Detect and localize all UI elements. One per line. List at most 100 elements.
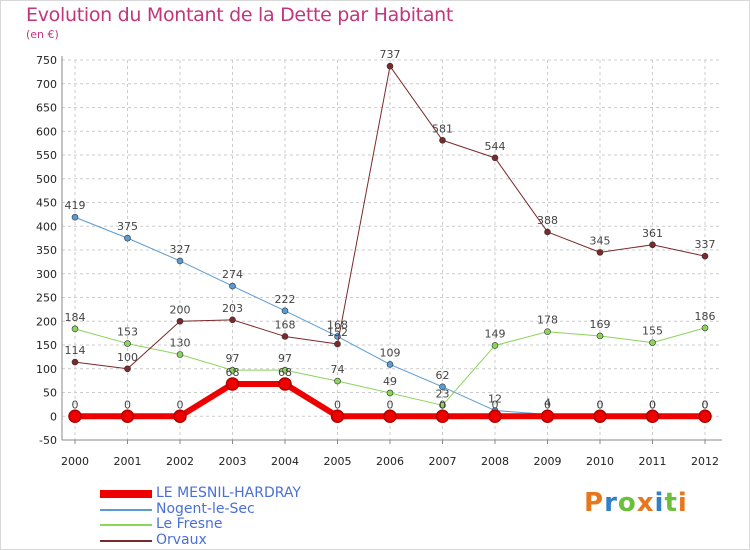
data-point bbox=[645, 409, 660, 423]
data-label: 130 bbox=[170, 337, 191, 350]
y-tick-label: 700 bbox=[36, 78, 57, 91]
data-point bbox=[281, 366, 289, 374]
y-tick-label: 100 bbox=[36, 363, 57, 376]
data-point bbox=[229, 366, 236, 374]
data-point bbox=[386, 389, 394, 397]
data-point bbox=[173, 409, 187, 423]
data-label: 49 bbox=[383, 375, 397, 388]
data-label: 168 bbox=[327, 318, 348, 331]
y-tick-label: 550 bbox=[36, 149, 57, 162]
data-point bbox=[383, 409, 397, 423]
y-tick-label: 250 bbox=[36, 292, 57, 305]
data-label: 0 bbox=[702, 398, 709, 411]
legend-label: Nogent-le-Sec bbox=[156, 500, 255, 517]
data-label: 0 bbox=[597, 398, 604, 411]
x-tick-label: 2007 bbox=[429, 455, 457, 468]
data-label: 97 bbox=[278, 352, 292, 365]
x-tick-label: 2011 bbox=[639, 455, 667, 468]
data-point bbox=[491, 154, 499, 162]
data-label: 168 bbox=[275, 318, 296, 331]
x-tick-label: 2001 bbox=[114, 455, 142, 468]
logo-letter: o bbox=[617, 488, 637, 518]
x-tick-label: 2005 bbox=[324, 455, 352, 468]
x-tick-label: 2002 bbox=[166, 455, 194, 468]
data-label: 0 bbox=[544, 398, 551, 411]
data-label: 0 bbox=[439, 398, 446, 411]
data-label: 345 bbox=[590, 234, 611, 247]
data-label: 0 bbox=[649, 398, 656, 411]
data-label: 222 bbox=[275, 293, 296, 306]
data-label: 97 bbox=[226, 352, 240, 365]
data-label: 155 bbox=[642, 325, 663, 338]
data-label-layer: 0 0 0 68 68 0 0 0 0 0 0 0 0 419 375 327 274 222 168 109 62 12… bbox=[65, 48, 716, 411]
data-point bbox=[176, 351, 184, 358]
data-label: 169 bbox=[590, 318, 611, 331]
data-label: 419 bbox=[65, 199, 86, 212]
y-tick-label: 200 bbox=[36, 315, 57, 328]
data-label: 0 bbox=[492, 398, 499, 411]
data-label: 0 bbox=[177, 398, 184, 411]
data-point bbox=[124, 234, 131, 242]
legend-swatch bbox=[100, 490, 152, 498]
data-point bbox=[491, 342, 499, 349]
legend-label: LE MESNIL-HARDRAY bbox=[156, 485, 301, 501]
x-tick-label: 2006 bbox=[376, 455, 404, 468]
data-point bbox=[71, 358, 79, 366]
logo-letter: r bbox=[604, 488, 618, 518]
y-tick-label: 750 bbox=[36, 54, 57, 67]
data-label: 23 bbox=[436, 387, 450, 400]
data-point bbox=[176, 257, 184, 265]
y-tick-label: 500 bbox=[36, 173, 57, 186]
logo-letter: i bbox=[654, 488, 665, 518]
data-point bbox=[439, 383, 446, 391]
data-label: 0 bbox=[649, 398, 656, 411]
legend-label: Orvaux bbox=[156, 531, 207, 548]
y-tick-label: 0 bbox=[50, 410, 57, 423]
data-label: 361 bbox=[642, 227, 663, 240]
data-label: 74 bbox=[331, 363, 345, 376]
data-point bbox=[540, 409, 555, 423]
y-tick-label: 600 bbox=[36, 125, 57, 138]
data-point bbox=[281, 333, 289, 340]
data-label: 200 bbox=[170, 303, 191, 316]
data-label: 149 bbox=[485, 327, 506, 340]
grid-layer bbox=[62, 59, 722, 441]
logo-letter: x bbox=[636, 488, 655, 518]
y-tick-label: 400 bbox=[36, 220, 57, 233]
axis-layer: -500501001502002503003504004505005506006… bbox=[36, 54, 722, 468]
data-label: 100 bbox=[117, 351, 138, 364]
data-label: 184 bbox=[65, 311, 86, 324]
series-layer bbox=[68, 62, 712, 423]
logo-letter: i bbox=[677, 488, 688, 518]
data-point bbox=[176, 317, 184, 325]
data-label: 274 bbox=[222, 268, 243, 281]
logo-letter: P bbox=[584, 488, 605, 518]
data-label: 0 bbox=[597, 398, 604, 411]
data-label: 178 bbox=[537, 314, 558, 327]
x-tick-label: 2008 bbox=[481, 455, 509, 468]
data-label: 0 bbox=[72, 398, 79, 411]
data-point bbox=[68, 409, 82, 423]
data-label: 153 bbox=[117, 326, 138, 339]
unit-label: (en €) bbox=[26, 28, 59, 41]
data-point bbox=[435, 409, 450, 423]
data-label: 375 bbox=[117, 220, 138, 233]
x-tick-label: 2004 bbox=[271, 455, 299, 468]
data-label: 109 bbox=[380, 346, 401, 359]
data-point bbox=[229, 282, 236, 290]
data-label: 737 bbox=[380, 48, 401, 61]
y-tick-label: 450 bbox=[36, 197, 57, 210]
data-label: 203 bbox=[222, 302, 243, 315]
data-point bbox=[330, 409, 345, 423]
data-label: 388 bbox=[537, 214, 558, 227]
y-tick-label: -50 bbox=[39, 434, 57, 447]
x-tick-label: 2009 bbox=[534, 455, 562, 468]
proxiti-logo: Proxiti bbox=[584, 488, 688, 518]
x-tick-label: 2000 bbox=[61, 455, 89, 468]
data-label: 327 bbox=[170, 243, 191, 256]
chart-title: Evolution du Montant de la Dette par Hab… bbox=[26, 4, 454, 26]
data-label: 0 bbox=[124, 398, 131, 411]
data-label: 12 bbox=[488, 393, 502, 406]
data-point bbox=[544, 228, 551, 236]
